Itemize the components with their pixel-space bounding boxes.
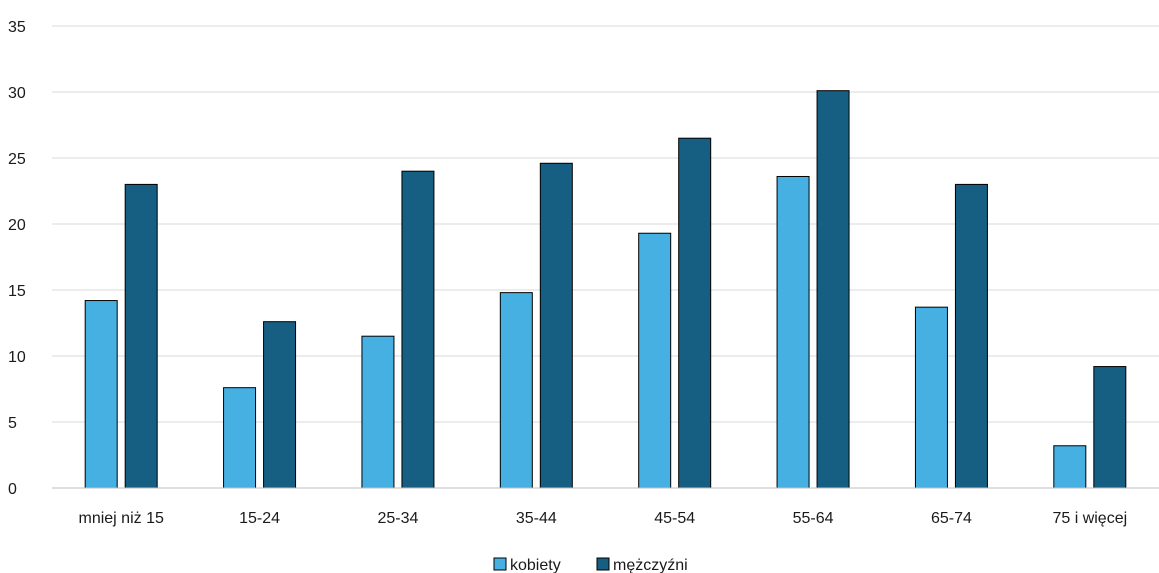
x-tick-label: 25-34: [377, 510, 418, 527]
x-tick-label: 65-74: [931, 510, 972, 527]
bar-kobiety: [914, 306, 948, 489]
x-tick-label: mniej niż 15: [79, 510, 164, 527]
legend: kobiety mężczyźni: [493, 557, 688, 573]
bar-kobiety: [84, 300, 118, 489]
bar-kobiety: [223, 387, 257, 489]
bar-mezczyzni: [263, 321, 297, 489]
legend-swatch: [493, 557, 507, 571]
y-tick-label: 20: [8, 217, 26, 234]
bar-mezczyzni: [954, 183, 988, 489]
x-tick-label: 75 i więcej: [1052, 510, 1127, 527]
bar-mezczyzni: [678, 137, 712, 489]
x-axis-ticks: mniej niż 15 15-24 25-34 35-44 45-54 55-64 65-…: [79, 510, 1128, 527]
y-tick-label: 30: [8, 85, 26, 102]
y-tick-label: 35: [8, 19, 26, 36]
bar-kobiety: [361, 335, 395, 489]
bar-mezczyzni: [124, 183, 158, 489]
bar-mezczyzni: [401, 170, 435, 489]
y-tick-label: 0: [8, 481, 17, 498]
bar-mezczyzni: [539, 162, 573, 489]
y-axis-ticks: 0 5 10 15 20 25 30 35: [8, 19, 26, 498]
legend-swatch: [596, 557, 610, 571]
x-tick-label: 55-64: [793, 510, 834, 527]
bar-mezczyzni: [1093, 366, 1127, 489]
bar-kobiety: [499, 292, 533, 489]
bar-mezczyzni: [816, 90, 850, 489]
bar-kobiety: [1053, 445, 1087, 489]
gridlines: [52, 25, 1159, 423]
bar-kobiety: [638, 232, 672, 489]
y-tick-label: 25: [8, 151, 26, 168]
legend-label: kobiety: [510, 557, 561, 573]
y-tick-label: 5: [8, 415, 17, 432]
x-tick-label: 45-54: [654, 510, 695, 527]
y-tick-label: 15: [8, 283, 26, 300]
x-tick-label: 15-24: [239, 510, 280, 527]
x-tick-label: 35-44: [516, 510, 557, 527]
bar-kobiety: [776, 175, 810, 489]
bars: [84, 90, 1127, 489]
y-tick-label: 10: [8, 349, 26, 366]
legend-label: mężczyźni: [613, 557, 688, 573]
